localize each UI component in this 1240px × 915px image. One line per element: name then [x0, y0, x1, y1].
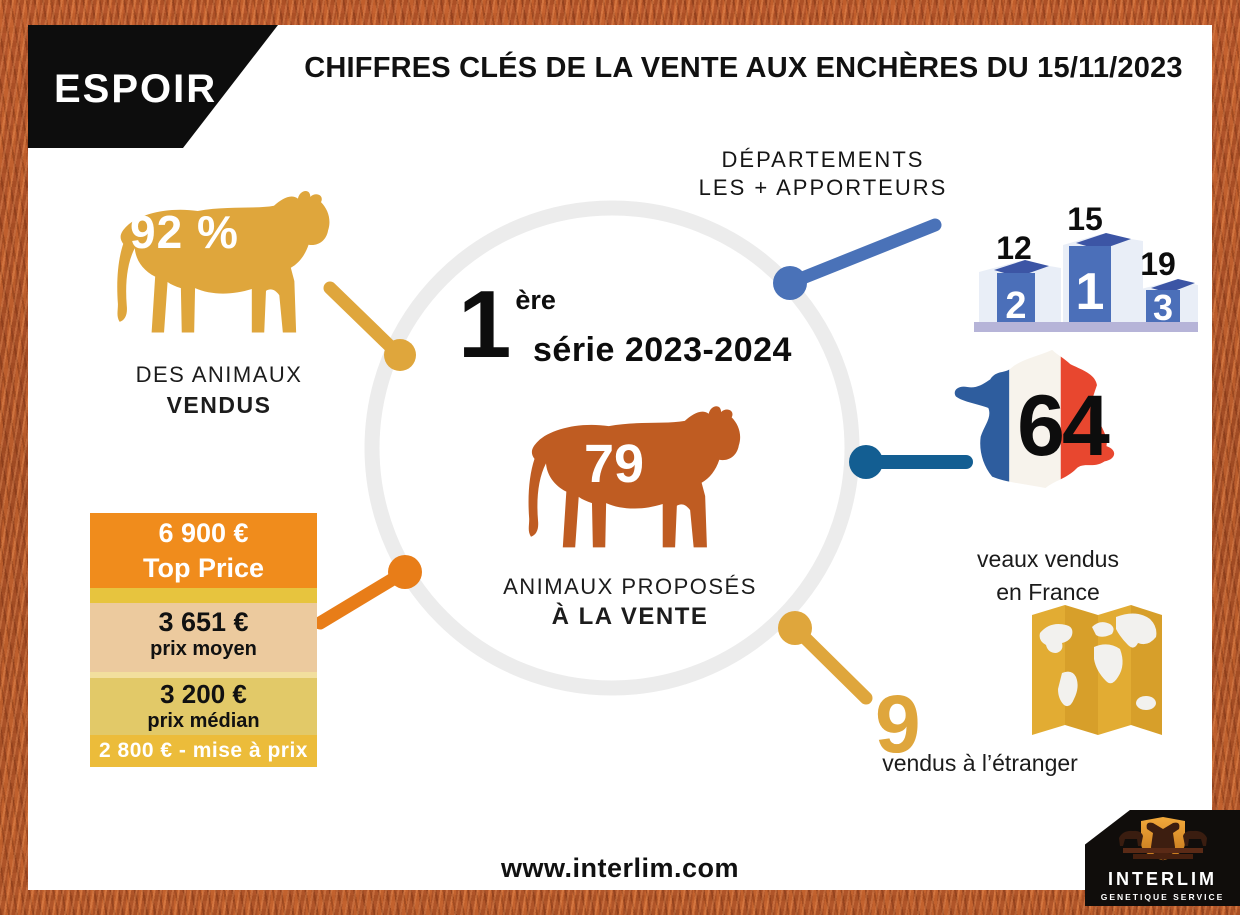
logo-subtitle: GENETIQUE SERVICE: [1100, 892, 1225, 902]
departments-heading-line1: DÉPARTEMENTS: [721, 147, 925, 172]
podium-rank-3: 3: [1153, 287, 1173, 328]
offered-count: 79: [584, 434, 645, 494]
top-price-label: Top Price: [142, 552, 265, 583]
connector-ring-graphic: [313, 200, 973, 705]
sold-caption-line1: DES ANIMAUX: [135, 362, 303, 387]
podium-icon: 2 12 1 15 3 19: [974, 201, 1198, 332]
podium-rank-1: 1: [1076, 263, 1105, 321]
world-map-continents: [1039, 613, 1157, 710]
circle-ring: [364, 200, 860, 696]
starting-price-label: 2 800 € - mise à prix: [90, 735, 317, 767]
price-row-top: 6 900 € Top Price: [90, 513, 317, 588]
price-table: 6 900 € Top Price 3 651 € prix moyen 3 2…: [90, 513, 317, 767]
price-row-average: 3 651 € prix moyen: [90, 603, 317, 672]
france-caption: veaux vendus en France: [946, 543, 1150, 610]
france-band-white: [1009, 349, 1061, 489]
connector-sold-line: [323, 281, 405, 361]
logo-name: INTERLIM: [1108, 869, 1217, 889]
median-price-label: prix médian: [147, 709, 260, 732]
price-row-median: 3 200 € prix médian: [90, 678, 317, 735]
connector-departments-line: [783, 218, 942, 290]
median-price-amount: 3 200 €: [160, 679, 247, 709]
france-caption-line2: en France: [996, 579, 1100, 606]
abroad-count: 9: [875, 679, 921, 770]
podium-dept-15: 15: [1067, 201, 1103, 237]
offered-stat-group: 79: [486, 397, 774, 565]
price-divider-2: [90, 672, 317, 678]
connector-sold-dot: [384, 339, 416, 371]
france-count: 64: [1017, 378, 1110, 474]
interlim-logo-banner: INTERLIM GENETIQUE SERVICE LANAUD - FRAN…: [1085, 810, 1240, 906]
sale-name: ESPOIR: [54, 67, 218, 111]
departments-heading-line2: LES + APPORTEURS: [698, 174, 948, 200]
connector-departments-dot: [773, 266, 807, 300]
connector-prices-line: [313, 566, 410, 630]
connector-france-dot: [849, 445, 883, 479]
series-rank: 1 ère: [458, 277, 556, 373]
series-rank-suffix: ère: [515, 285, 556, 315]
france-map-icon: [954, 349, 1115, 489]
content-area: ESPOIR CHIFFRES CLÉS DE LA VENTE AUX ENC…: [28, 25, 1212, 890]
price-divider-1: [90, 588, 317, 603]
page-title: CHIFFRES CLÉS DE LA VENTE AUX ENCHÈRES D…: [304, 52, 1183, 84]
podium-dept-12: 12: [996, 230, 1032, 266]
podium-rank-2: 2: [1005, 285, 1026, 327]
series-label: série 2023-2024: [533, 331, 792, 369]
sold-caption-line2: VENDUS: [166, 392, 272, 418]
podium-step-1: 1 15: [1063, 201, 1143, 322]
departments-heading: DÉPARTEMENTS LES + APPORTEURS: [680, 146, 966, 201]
logo-location: LANAUD - FRANCE: [1117, 906, 1208, 915]
offered-caption: ANIMAUX PROPOSÉS À LA VENTE: [486, 574, 774, 631]
world-map-icon: [1032, 605, 1162, 735]
average-price-amount: 3 651 €: [158, 607, 249, 637]
offered-caption-line2: À LA VENTE: [551, 603, 709, 630]
offered-caption-line1: ANIMAUX PROPOSÉS: [503, 574, 757, 599]
average-price-label: prix moyen: [150, 637, 257, 660]
abroad-caption: vendus à l’étranger: [882, 750, 1078, 776]
podium-step-2: 2 12: [979, 230, 1061, 327]
podium-base: [974, 322, 1198, 332]
podium-dept-19: 19: [1140, 246, 1176, 282]
sold-caption: DES ANIMAUX VENDUS: [86, 362, 352, 419]
connector-prices-dot: [388, 555, 422, 589]
sold-percentage: 92 %: [130, 206, 239, 258]
connector-lines: [313, 218, 973, 705]
connector-abroad-dot: [778, 611, 812, 645]
top-price-amount: 6 900 €: [158, 518, 249, 548]
interlim-crest-icon: [1118, 817, 1207, 861]
podium-step-3: 3 19: [1140, 246, 1198, 328]
series-rank-number: 1: [458, 271, 512, 378]
sold-stat-group: 92 %: [86, 181, 352, 351]
website-url: www.interlim.com: [500, 853, 740, 883]
france-caption-line1: veaux vendus: [977, 546, 1119, 572]
